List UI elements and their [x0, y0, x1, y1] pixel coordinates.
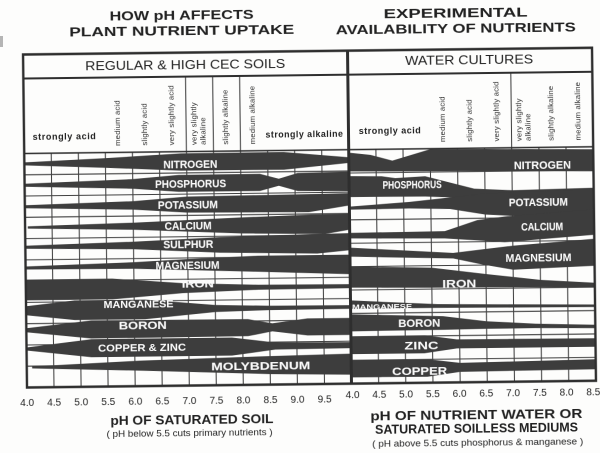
svg-text:slightly acid: slightly acid — [465, 99, 475, 141]
svg-text:slightly acid: slightly acid — [140, 103, 150, 145]
svg-text:( pH above 5.5 cuts phosphorus: ( pH above 5.5 cuts phosphorus & mangane… — [372, 436, 583, 450]
svg-text:REGULAR & HIGH CEC SOILS: REGULAR & HIGH CEC SOILS — [85, 56, 286, 73]
svg-text:7.5: 7.5 — [533, 388, 547, 399]
svg-text:IRON: IRON — [442, 278, 476, 290]
svg-text:alkaline: alkaline — [523, 113, 532, 141]
svg-text:SULPHUR: SULPHUR — [163, 239, 213, 252]
svg-text:strongly acid: strongly acid — [359, 125, 422, 136]
svg-text:9.0: 9.0 — [291, 395, 305, 406]
svg-text:MANGANESE: MANGANESE — [352, 302, 412, 312]
svg-text:7.0: 7.0 — [506, 388, 520, 399]
svg-text:very slightly acid: very slightly acid — [166, 85, 176, 145]
svg-text:7.0: 7.0 — [182, 396, 196, 407]
svg-text:strongly acid: strongly acid — [33, 131, 97, 142]
svg-text:alkaline: alkaline — [198, 117, 207, 145]
svg-text:medium acid: medium acid — [112, 100, 122, 146]
svg-text:AVAILABILITY OF NUTRIENTS: AVAILABILITY OF NUTRIENTS — [336, 19, 577, 37]
svg-text:NITROGEN: NITROGEN — [514, 159, 571, 172]
svg-text:pH OF NUTRIENT WATER OR: pH OF NUTRIENT WATER OR — [370, 407, 582, 424]
svg-text:medium alkaline: medium alkaline — [247, 86, 257, 145]
svg-text:6.5: 6.5 — [479, 388, 493, 399]
svg-text:very slightly: very slightly — [514, 98, 524, 141]
svg-text:BORON: BORON — [119, 320, 167, 333]
svg-text:COPPER: COPPER — [392, 366, 447, 379]
svg-text:MANGANESE: MANGANESE — [103, 299, 173, 311]
svg-text:WATER CULTURES: WATER CULTURES — [405, 51, 534, 68]
svg-text:MAGNESIUM: MAGNESIUM — [505, 252, 571, 265]
svg-text:PHOSPHORUS: PHOSPHORUS — [383, 179, 442, 192]
svg-text:IRON: IRON — [182, 278, 214, 290]
svg-text:MAGNESIUM: MAGNESIUM — [156, 260, 220, 273]
svg-text:ZINC: ZINC — [404, 340, 438, 352]
svg-text:5.5: 5.5 — [426, 389, 440, 400]
svg-text:very slightly acid: very slightly acid — [492, 81, 502, 141]
svg-text:very slightly: very slightly — [189, 102, 199, 145]
svg-text:6.0: 6.0 — [128, 397, 142, 408]
svg-text:medium alkaline: medium alkaline — [573, 82, 583, 141]
svg-text:POTASSIUM: POTASSIUM — [158, 199, 218, 212]
svg-text:NITROGEN: NITROGEN — [163, 159, 217, 172]
svg-text:CALCIUM: CALCIUM — [165, 220, 212, 233]
svg-text:CALCIUM: CALCIUM — [521, 221, 563, 233]
svg-text:MOLYBDENUM: MOLYBDENUM — [211, 360, 310, 373]
svg-text:medium acid: medium acid — [437, 96, 447, 142]
svg-text:8.5: 8.5 — [264, 395, 278, 406]
svg-text:5.0: 5.0 — [399, 389, 413, 400]
svg-text:6.0: 6.0 — [453, 389, 467, 400]
svg-text:POTASSIUM: POTASSIUM — [509, 197, 568, 210]
svg-text:slightly alkaline: slightly alkaline — [546, 86, 556, 141]
svg-text:pH OF SATURATED SOIL: pH OF SATURATED SOIL — [110, 412, 274, 428]
svg-text:9.5: 9.5 — [318, 394, 332, 405]
svg-text:BORON: BORON — [398, 317, 440, 329]
svg-text:5.5: 5.5 — [101, 397, 115, 408]
svg-text:6.5: 6.5 — [155, 396, 169, 407]
svg-text:strongly alkaline: strongly alkaline — [265, 129, 343, 140]
svg-text:8.0: 8.0 — [236, 395, 250, 406]
svg-text:slightly alkaline: slightly alkaline — [220, 89, 230, 144]
svg-text:PLANT NUTRIENT UPTAKE: PLANT NUTRIENT UPTAKE — [69, 22, 295, 40]
svg-text:4.0: 4.0 — [20, 398, 34, 409]
svg-text:4.0: 4.0 — [346, 390, 360, 401]
svg-text:( pH below 5.5 cuts primary nu: ( pH below 5.5 cuts primary nutrients ) — [106, 427, 272, 440]
svg-text:EXPERIMENTAL: EXPERIMENTAL — [384, 5, 528, 22]
svg-text:4.5: 4.5 — [372, 390, 386, 401]
svg-text:8.5: 8.5 — [586, 387, 600, 398]
svg-text:8.0: 8.0 — [560, 388, 574, 399]
svg-text:7.5: 7.5 — [209, 396, 223, 407]
svg-text:4.5: 4.5 — [47, 398, 61, 409]
svg-text:HOW pH AFFECTS: HOW pH AFFECTS — [110, 7, 255, 24]
svg-text:SATURATED SOILLESS MEDIUMS: SATURATED SOILLESS MEDIUMS — [375, 420, 578, 436]
svg-text:PHOSPHORUS: PHOSPHORUS — [155, 178, 226, 191]
svg-text:COPPER & ZINC: COPPER & ZINC — [98, 343, 186, 355]
svg-text:5.0: 5.0 — [74, 397, 88, 408]
